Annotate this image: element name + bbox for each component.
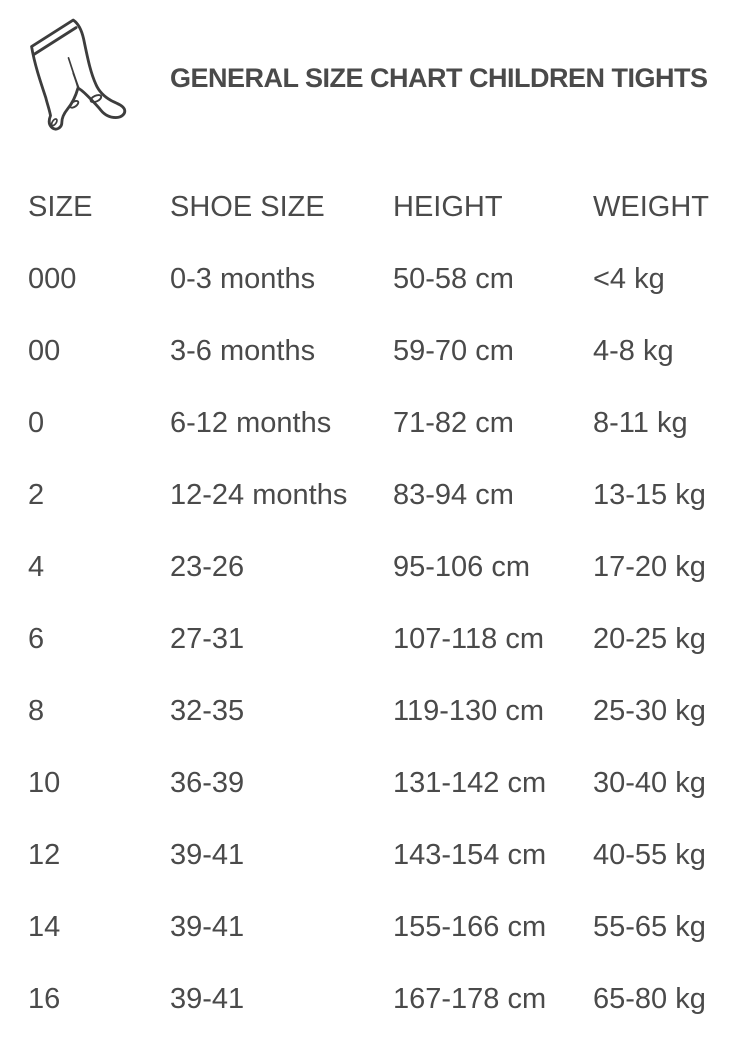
tights-toe-seam-left bbox=[50, 118, 58, 127]
cell-shoe-size: 6-12 months bbox=[170, 407, 332, 439]
cell-height: 95-106 cm bbox=[393, 551, 531, 583]
cell-shoe-size: 39-41 bbox=[170, 839, 245, 871]
cell-weight: 25-30 kg bbox=[593, 695, 706, 727]
cell-size: 4 bbox=[28, 551, 45, 583]
cell-shoe-size: 32-35 bbox=[170, 695, 245, 727]
table-row: 0 6-12 months 71-82 cm 8-11 kg bbox=[28, 387, 732, 459]
table-header-row: SIZE SHOE SIZE HEIGHT WEIGHT bbox=[28, 171, 732, 243]
table-row: 4 23-26 95-106 cm 17-20 kg bbox=[28, 531, 732, 603]
cell-height: 155-166 cm bbox=[393, 911, 547, 943]
cell-weight: 8-11 kg bbox=[593, 407, 688, 439]
table-body: 000 0-3 months 50-58 cm <4 kg 00 3-6 mon… bbox=[28, 243, 732, 1035]
table-row: 14 39-41 155-166 cm 55-65 kg bbox=[28, 891, 732, 963]
cell-shoe-size: 23-26 bbox=[170, 551, 245, 583]
cell-shoe-size: 12-24 months bbox=[170, 479, 348, 511]
size-chart-table: SIZE SHOE SIZE HEIGHT WEIGHT 000 0-3 mon… bbox=[28, 171, 732, 1035]
cell-size: 6 bbox=[28, 623, 45, 655]
tights-outline bbox=[30, 18, 127, 131]
cell-size: 000 bbox=[28, 263, 77, 295]
cell-size: 16 bbox=[28, 983, 61, 1015]
cell-size: 14 bbox=[28, 911, 61, 943]
cell-height: 143-154 cm bbox=[393, 839, 547, 871]
cell-height: 131-142 cm bbox=[393, 767, 547, 799]
column-header-shoe-size: SHOE SIZE bbox=[170, 191, 325, 223]
cell-weight: 20-25 kg bbox=[593, 623, 706, 655]
cell-weight: 17-20 kg bbox=[593, 551, 706, 583]
cell-shoe-size: 39-41 bbox=[170, 983, 245, 1015]
cell-size: 2 bbox=[28, 479, 45, 511]
cell-height: 107-118 cm bbox=[393, 623, 544, 655]
table-row: 6 27-31 107-118 cm 20-25 kg bbox=[28, 603, 732, 675]
cell-size: 0 bbox=[28, 407, 45, 439]
column-header-height: HEIGHT bbox=[393, 191, 503, 223]
tights-heel-seam-left bbox=[69, 99, 80, 109]
column-header-size: SIZE bbox=[28, 191, 93, 223]
table-row: 8 32-35 119-130 cm 25-30 kg bbox=[28, 675, 732, 747]
tights-waistband-line bbox=[32, 26, 78, 56]
table-row: 000 0-3 months 50-58 cm <4 kg bbox=[28, 243, 732, 315]
cell-height: 71-82 cm bbox=[393, 407, 514, 439]
cell-size: 00 bbox=[28, 335, 61, 367]
cell-weight: 30-40 kg bbox=[593, 767, 706, 799]
cell-shoe-size: 39-41 bbox=[170, 911, 245, 943]
cell-height: 83-94 cm bbox=[393, 479, 514, 511]
cell-shoe-size: 36-39 bbox=[170, 767, 245, 799]
tights-crease-line-2 bbox=[72, 72, 79, 90]
children-tights-icon bbox=[30, 18, 127, 131]
cell-weight: <4 kg bbox=[593, 263, 665, 295]
cell-shoe-size: 27-31 bbox=[170, 623, 245, 655]
cell-weight: 55-65 kg bbox=[593, 911, 706, 943]
cell-height: 167-178 cm bbox=[393, 983, 547, 1015]
cell-height: 50-58 cm bbox=[393, 263, 514, 295]
cell-height: 119-130 cm bbox=[393, 695, 544, 727]
cell-size: 8 bbox=[28, 695, 45, 727]
tights-heel-seam-right bbox=[89, 94, 103, 104]
table-row: 16 39-41 167-178 cm 65-80 kg bbox=[28, 963, 732, 1035]
column-header-weight: WEIGHT bbox=[593, 191, 709, 223]
cell-weight: 40-55 kg bbox=[593, 839, 706, 871]
page-title: GENERAL SIZE CHART CHILDREN TIGHTS bbox=[170, 63, 708, 93]
table-row: 00 3-6 months 59-70 cm 4-8 kg bbox=[28, 315, 732, 387]
cell-weight: 65-80 kg bbox=[593, 983, 706, 1015]
cell-shoe-size: 0-3 months bbox=[170, 263, 316, 295]
table-row: 2 12-24 months 83-94 cm 13-15 kg bbox=[28, 459, 732, 531]
cell-size: 10 bbox=[28, 767, 61, 799]
cell-weight: 4-8 kg bbox=[593, 335, 674, 367]
cell-size: 12 bbox=[28, 839, 61, 871]
cell-height: 59-70 cm bbox=[393, 335, 514, 367]
table-row: 10 36-39 131-142 cm 30-40 kg bbox=[28, 747, 732, 819]
cell-shoe-size: 3-6 months bbox=[170, 335, 316, 367]
cell-weight: 13-15 kg bbox=[593, 479, 706, 511]
table-row: 12 39-41 143-154 cm 40-55 kg bbox=[28, 819, 732, 891]
